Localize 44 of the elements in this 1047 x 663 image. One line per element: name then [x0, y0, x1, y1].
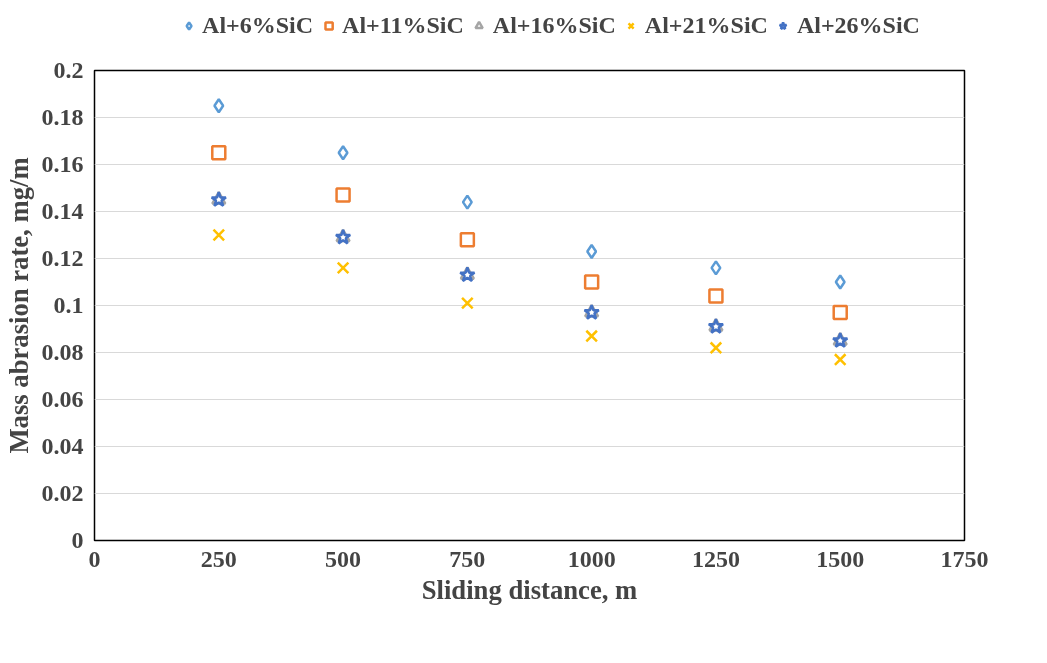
y-tick-label: 0.14	[41, 198, 84, 224]
x-tick-label: 250	[200, 545, 237, 572]
point	[211, 145, 227, 161]
x-axis-title: Sliding distance, m	[421, 574, 638, 605]
point	[832, 304, 848, 321]
x-tick-label: 500	[325, 545, 362, 572]
y-tick-label: 0	[71, 527, 84, 553]
point	[337, 145, 349, 161]
legend-label: Al+21%SiC	[644, 11, 768, 39]
point	[336, 261, 350, 275]
point	[834, 274, 846, 290]
legend-label: Al+26%SiC	[796, 11, 920, 39]
x-tick-label: 1000	[567, 545, 616, 572]
x-tick-label: 1500	[816, 545, 865, 572]
point	[212, 228, 226, 242]
y-tick-label: 0.12	[41, 245, 84, 271]
point	[335, 187, 351, 203]
y-tick-label: 0.16	[41, 151, 84, 177]
legend-label: Al+6%SiC	[202, 11, 314, 39]
y-axis-title: Mass abrasion rate, mg/m	[3, 157, 34, 454]
point	[833, 353, 847, 367]
point	[461, 194, 473, 210]
point	[708, 288, 724, 304]
point	[585, 329, 599, 343]
x-tick-label: 1250	[691, 545, 740, 572]
y-tick-label: 0.08	[41, 339, 84, 365]
y-tick-label: 0.02	[41, 480, 84, 506]
point	[709, 341, 723, 355]
x-tick-label: 1750	[940, 545, 989, 572]
point	[213, 98, 225, 114]
point	[460, 296, 474, 310]
point	[583, 274, 600, 290]
point	[586, 243, 598, 260]
legend-label: Al+16%SiC	[492, 11, 616, 39]
y-tick-label: 0.18	[41, 104, 84, 130]
x-tick-label: 0	[88, 545, 101, 572]
y-tick-label: 0.2	[53, 57, 84, 83]
legend-label: Al+11%SiC	[342, 11, 464, 39]
y-tick-label: 0.04	[41, 433, 84, 459]
point	[459, 231, 476, 248]
x-tick-label: 750	[449, 545, 486, 572]
y-tick-label: 0.06	[41, 386, 84, 412]
y-tick-label: 0.1	[53, 292, 84, 318]
point	[710, 260, 722, 276]
